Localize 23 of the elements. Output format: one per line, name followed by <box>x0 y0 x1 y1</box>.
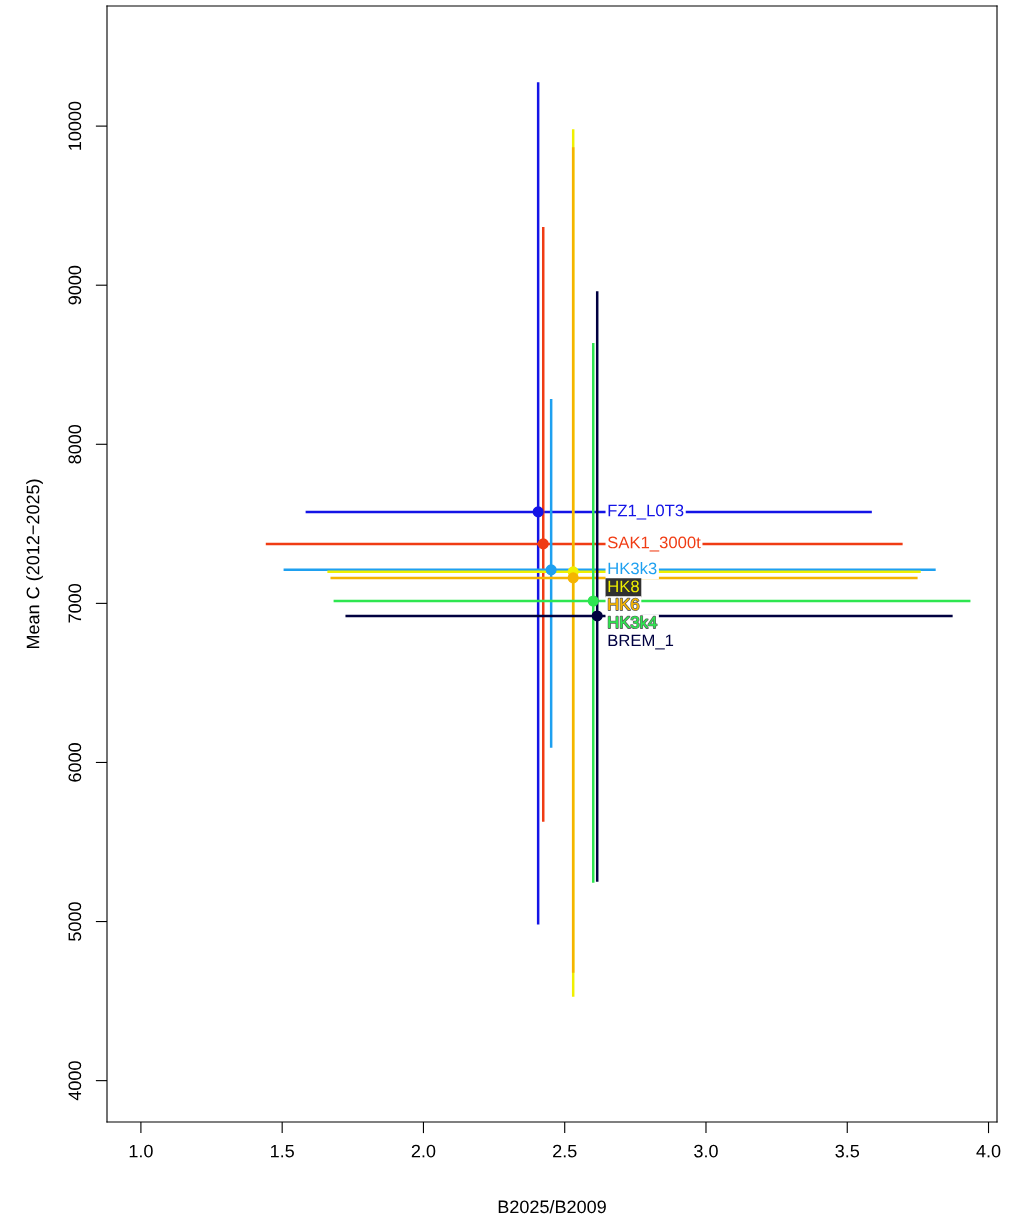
x-tick-label: 1.5 <box>271 1144 294 1158</box>
y-tick-label: 9000 <box>68 265 82 305</box>
y-tick-label: 5000 <box>68 902 82 941</box>
x-tick-label: 1.0 <box>129 1144 153 1158</box>
series-label: HK8 <box>608 580 639 593</box>
x-tick-label: 2.5 <box>553 1144 577 1158</box>
y-tick-label: 8000 <box>68 424 82 464</box>
text: FZ1_L0T3 <box>608 504 684 520</box>
x-axis-title: B2025/B2009 <box>498 1199 606 1214</box>
x-tick-label: 4.0 <box>976 1144 1001 1158</box>
series-label: HK3k4 <box>608 616 657 629</box>
x-tick-label: 3.5 <box>835 1144 860 1158</box>
x-tick-label: 3.0 <box>694 1144 718 1158</box>
y-tick-label: 4000 <box>68 1061 82 1101</box>
x-tick-label: 2.0 <box>411 1144 436 1158</box>
y-tick-label: 7000 <box>68 584 82 623</box>
text: SAK1_3000t <box>607 536 701 552</box>
series-label: BREM_1 <box>608 634 674 650</box>
y-tick-label: 10000 <box>68 101 82 150</box>
y-tick-label: 6000 <box>68 743 82 782</box>
text: HK6 <box>608 598 639 611</box>
text: HK3k3 <box>608 562 657 575</box>
y-axis-title: Mean C (2012−2025) <box>26 479 43 649</box>
